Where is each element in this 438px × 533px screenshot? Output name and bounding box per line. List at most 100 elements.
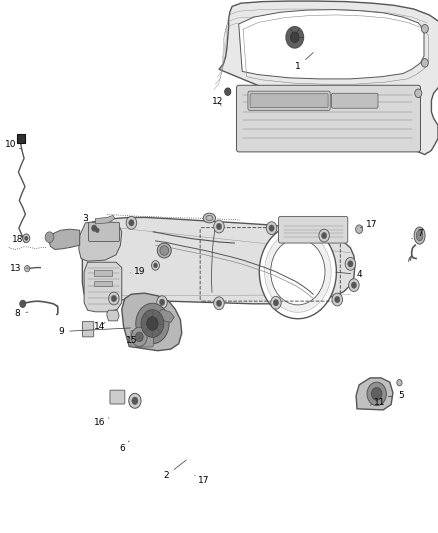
Circle shape <box>356 225 363 233</box>
Circle shape <box>259 225 336 319</box>
Text: 17: 17 <box>360 221 377 229</box>
Polygon shape <box>219 1 438 155</box>
Circle shape <box>95 228 99 233</box>
FancyBboxPatch shape <box>248 91 330 110</box>
Circle shape <box>348 261 353 267</box>
Polygon shape <box>95 215 115 224</box>
Circle shape <box>216 223 222 230</box>
Circle shape <box>335 296 340 303</box>
Circle shape <box>421 59 428 67</box>
Circle shape <box>367 382 386 406</box>
Circle shape <box>135 332 143 342</box>
Circle shape <box>109 292 119 305</box>
FancyBboxPatch shape <box>332 93 378 108</box>
Ellipse shape <box>160 246 169 255</box>
Circle shape <box>93 225 101 235</box>
Circle shape <box>129 220 134 226</box>
FancyBboxPatch shape <box>94 270 112 276</box>
Circle shape <box>141 310 164 337</box>
Circle shape <box>319 229 329 242</box>
Polygon shape <box>82 217 355 304</box>
Text: 12: 12 <box>212 97 224 106</box>
FancyBboxPatch shape <box>250 94 328 108</box>
Polygon shape <box>107 310 119 321</box>
Circle shape <box>25 265 30 272</box>
Text: 18: 18 <box>12 236 27 244</box>
Text: 3: 3 <box>82 214 88 223</box>
FancyBboxPatch shape <box>82 321 94 337</box>
Text: 5: 5 <box>388 391 404 400</box>
FancyBboxPatch shape <box>94 281 112 286</box>
Circle shape <box>332 293 343 306</box>
Circle shape <box>136 303 169 344</box>
Circle shape <box>226 90 230 94</box>
Ellipse shape <box>414 227 425 244</box>
Circle shape <box>397 379 402 386</box>
Circle shape <box>421 25 428 33</box>
Polygon shape <box>122 293 182 351</box>
Circle shape <box>286 27 304 48</box>
Circle shape <box>20 300 26 308</box>
Circle shape <box>89 222 99 235</box>
Circle shape <box>159 299 165 305</box>
Text: 10: 10 <box>5 141 22 149</box>
FancyBboxPatch shape <box>237 85 420 152</box>
Circle shape <box>216 300 222 306</box>
Text: 6: 6 <box>120 441 129 453</box>
Polygon shape <box>49 229 80 249</box>
Circle shape <box>271 239 325 305</box>
Circle shape <box>265 231 331 312</box>
Circle shape <box>126 216 137 229</box>
Polygon shape <box>159 309 174 322</box>
Circle shape <box>371 387 382 400</box>
Polygon shape <box>79 221 122 261</box>
Ellipse shape <box>157 243 171 258</box>
Circle shape <box>214 220 224 233</box>
Circle shape <box>152 261 159 270</box>
FancyBboxPatch shape <box>17 134 25 143</box>
Circle shape <box>351 282 357 288</box>
Polygon shape <box>356 378 393 410</box>
Circle shape <box>157 296 167 309</box>
Circle shape <box>92 225 97 231</box>
Text: 8: 8 <box>14 309 28 318</box>
Circle shape <box>321 232 327 239</box>
FancyBboxPatch shape <box>88 222 120 241</box>
Circle shape <box>225 88 231 95</box>
Text: 13: 13 <box>10 264 28 272</box>
Circle shape <box>111 295 117 302</box>
Text: 4: 4 <box>336 270 362 279</box>
Circle shape <box>153 263 158 268</box>
Text: 15: 15 <box>126 336 137 344</box>
Circle shape <box>266 222 277 235</box>
Circle shape <box>131 327 147 346</box>
Circle shape <box>129 393 141 408</box>
Circle shape <box>23 234 30 243</box>
Circle shape <box>147 317 158 330</box>
Text: 7: 7 <box>412 229 424 239</box>
Circle shape <box>132 397 138 405</box>
FancyBboxPatch shape <box>131 330 153 347</box>
Circle shape <box>345 257 356 270</box>
Text: 17: 17 <box>195 475 209 485</box>
Circle shape <box>271 296 281 309</box>
Text: 11: 11 <box>370 398 386 407</box>
FancyBboxPatch shape <box>279 216 348 243</box>
Circle shape <box>45 232 54 243</box>
Ellipse shape <box>203 213 215 223</box>
Text: 1: 1 <box>295 53 313 71</box>
Circle shape <box>290 32 299 43</box>
Text: 2: 2 <box>164 460 186 480</box>
Text: 16: 16 <box>94 418 109 426</box>
Circle shape <box>269 225 274 231</box>
Ellipse shape <box>416 230 423 241</box>
Text: 14: 14 <box>94 322 106 330</box>
Ellipse shape <box>206 215 213 221</box>
Polygon shape <box>84 262 122 312</box>
Circle shape <box>415 89 422 98</box>
Text: 19: 19 <box>131 268 145 276</box>
Circle shape <box>273 300 279 306</box>
Circle shape <box>25 236 28 240</box>
Text: 9: 9 <box>58 327 131 336</box>
Circle shape <box>349 279 359 292</box>
